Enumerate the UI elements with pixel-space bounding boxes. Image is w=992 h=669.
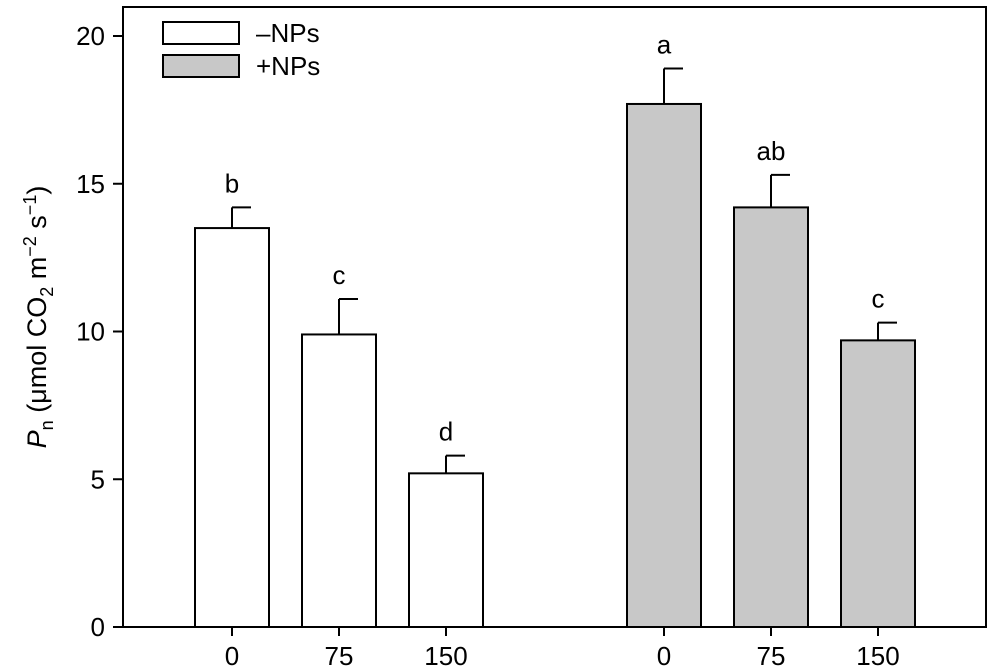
x-tick-label: 150 [424, 641, 467, 669]
y-axis-label-symbol-subscript: n [37, 420, 57, 430]
y-axis-label-unit-s: s [22, 215, 52, 236]
significance-label: a [657, 30, 672, 60]
x-axis-tick-labels: 0 75 150 0 75 150 [225, 627, 900, 669]
bar [626, 102, 702, 628]
y-axis-label-co2-subscript: 2 [37, 287, 57, 297]
legend-swatch [162, 21, 240, 45]
significance-label: c [333, 260, 346, 290]
y-axis-label: Pn (μmol CO2 m−2 s−1) [20, 186, 57, 449]
x-tick-label: 75 [325, 641, 354, 669]
bar [408, 472, 484, 628]
x-tick-label: 150 [856, 641, 899, 669]
legend-label: +NPs [256, 51, 320, 81]
x-tick-label: 0 [657, 641, 671, 669]
x-tick-label: 75 [757, 641, 786, 669]
y-axis-label-unit-open: (μmol CO [22, 297, 52, 421]
legend-label: –NPs [256, 18, 320, 48]
y-axis: 0 5 10 15 20 [76, 21, 123, 642]
legend: –NPs+NPs [162, 18, 320, 81]
significance-label: c [872, 284, 885, 314]
significance-label: b [225, 168, 239, 198]
y-tick-label: 5 [91, 464, 105, 494]
bar [194, 227, 270, 628]
x-tick-label: 0 [225, 641, 239, 669]
y-tick-label: 10 [76, 317, 105, 347]
significance-label: ab [757, 136, 786, 166]
bar [301, 333, 377, 628]
y-tick-label: 20 [76, 21, 105, 51]
y-axis-label-symbol: P [22, 430, 52, 448]
y-axis-label-unit-m: m [22, 257, 52, 287]
bars: b c d a ab c [194, 30, 916, 628]
y-tick-label: 0 [91, 612, 105, 642]
bar [840, 339, 916, 628]
significance-label: d [439, 417, 453, 447]
plot-frame [122, 6, 987, 628]
legend-swatch [162, 54, 240, 78]
y-axis-label-s-superscript: −1 [20, 195, 40, 216]
y-tick-label: 15 [76, 169, 105, 199]
bar [733, 206, 809, 628]
y-axis-label-unit-close: ) [22, 186, 52, 195]
y-axis-label-m-superscript: −2 [20, 236, 40, 257]
